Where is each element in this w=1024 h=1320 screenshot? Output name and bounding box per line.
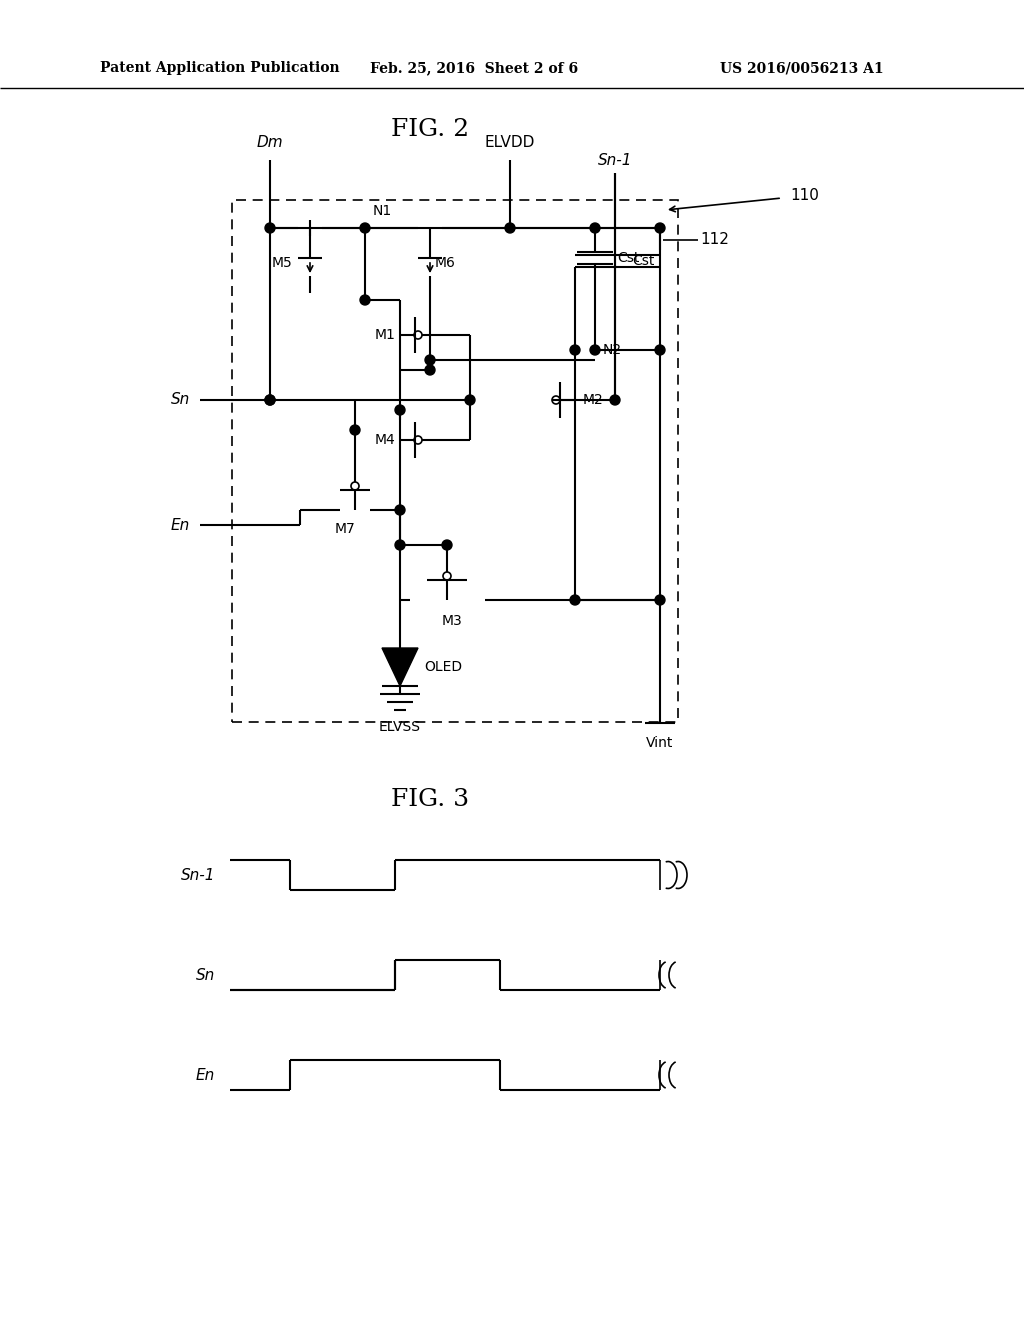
Text: Sn: Sn (196, 968, 215, 982)
Circle shape (360, 223, 370, 234)
Text: Patent Application Publication: Patent Application Publication (100, 61, 340, 75)
Circle shape (465, 395, 475, 405)
Text: M5: M5 (271, 256, 292, 271)
Text: 110: 110 (790, 187, 819, 202)
Circle shape (655, 345, 665, 355)
Text: ELVSS: ELVSS (379, 719, 421, 734)
Text: Vint: Vint (646, 737, 674, 750)
Circle shape (425, 355, 435, 366)
Circle shape (265, 395, 275, 405)
Circle shape (265, 395, 275, 405)
Circle shape (590, 223, 600, 234)
Circle shape (360, 294, 370, 305)
Text: En: En (196, 1068, 215, 1082)
Text: M6: M6 (435, 256, 456, 271)
Text: FIG. 2: FIG. 2 (391, 119, 469, 141)
Text: M4: M4 (374, 433, 395, 447)
Text: N1: N1 (373, 205, 392, 218)
Text: M2: M2 (583, 393, 604, 407)
Text: ELVDD: ELVDD (484, 135, 536, 150)
Text: Cst: Cst (633, 253, 655, 268)
Circle shape (655, 223, 665, 234)
Circle shape (395, 540, 406, 550)
Circle shape (505, 223, 515, 234)
Text: FIG. 3: FIG. 3 (391, 788, 469, 812)
Polygon shape (382, 648, 418, 686)
Text: M1: M1 (374, 327, 395, 342)
Text: N2: N2 (603, 343, 623, 356)
Text: Sn: Sn (171, 392, 190, 408)
Circle shape (590, 345, 600, 355)
Circle shape (570, 595, 580, 605)
Text: Dm: Dm (257, 135, 284, 150)
Circle shape (265, 223, 275, 234)
Circle shape (425, 366, 435, 375)
Text: Cst: Cst (617, 251, 639, 265)
Text: US 2016/0056213 A1: US 2016/0056213 A1 (720, 61, 884, 75)
Text: Feb. 25, 2016  Sheet 2 of 6: Feb. 25, 2016 Sheet 2 of 6 (370, 61, 579, 75)
Circle shape (395, 405, 406, 414)
Circle shape (442, 540, 452, 550)
Text: M7: M7 (335, 521, 355, 536)
Circle shape (350, 425, 360, 436)
Circle shape (395, 506, 406, 515)
Text: Sn-1: Sn-1 (598, 153, 632, 168)
Text: 112: 112 (700, 232, 729, 248)
Text: En: En (171, 517, 190, 532)
Circle shape (570, 345, 580, 355)
Circle shape (610, 395, 620, 405)
Text: M3: M3 (441, 614, 463, 628)
Text: OLED: OLED (424, 660, 462, 675)
Bar (232, 201, 678, 722)
Circle shape (655, 595, 665, 605)
Text: Sn-1: Sn-1 (180, 867, 215, 883)
